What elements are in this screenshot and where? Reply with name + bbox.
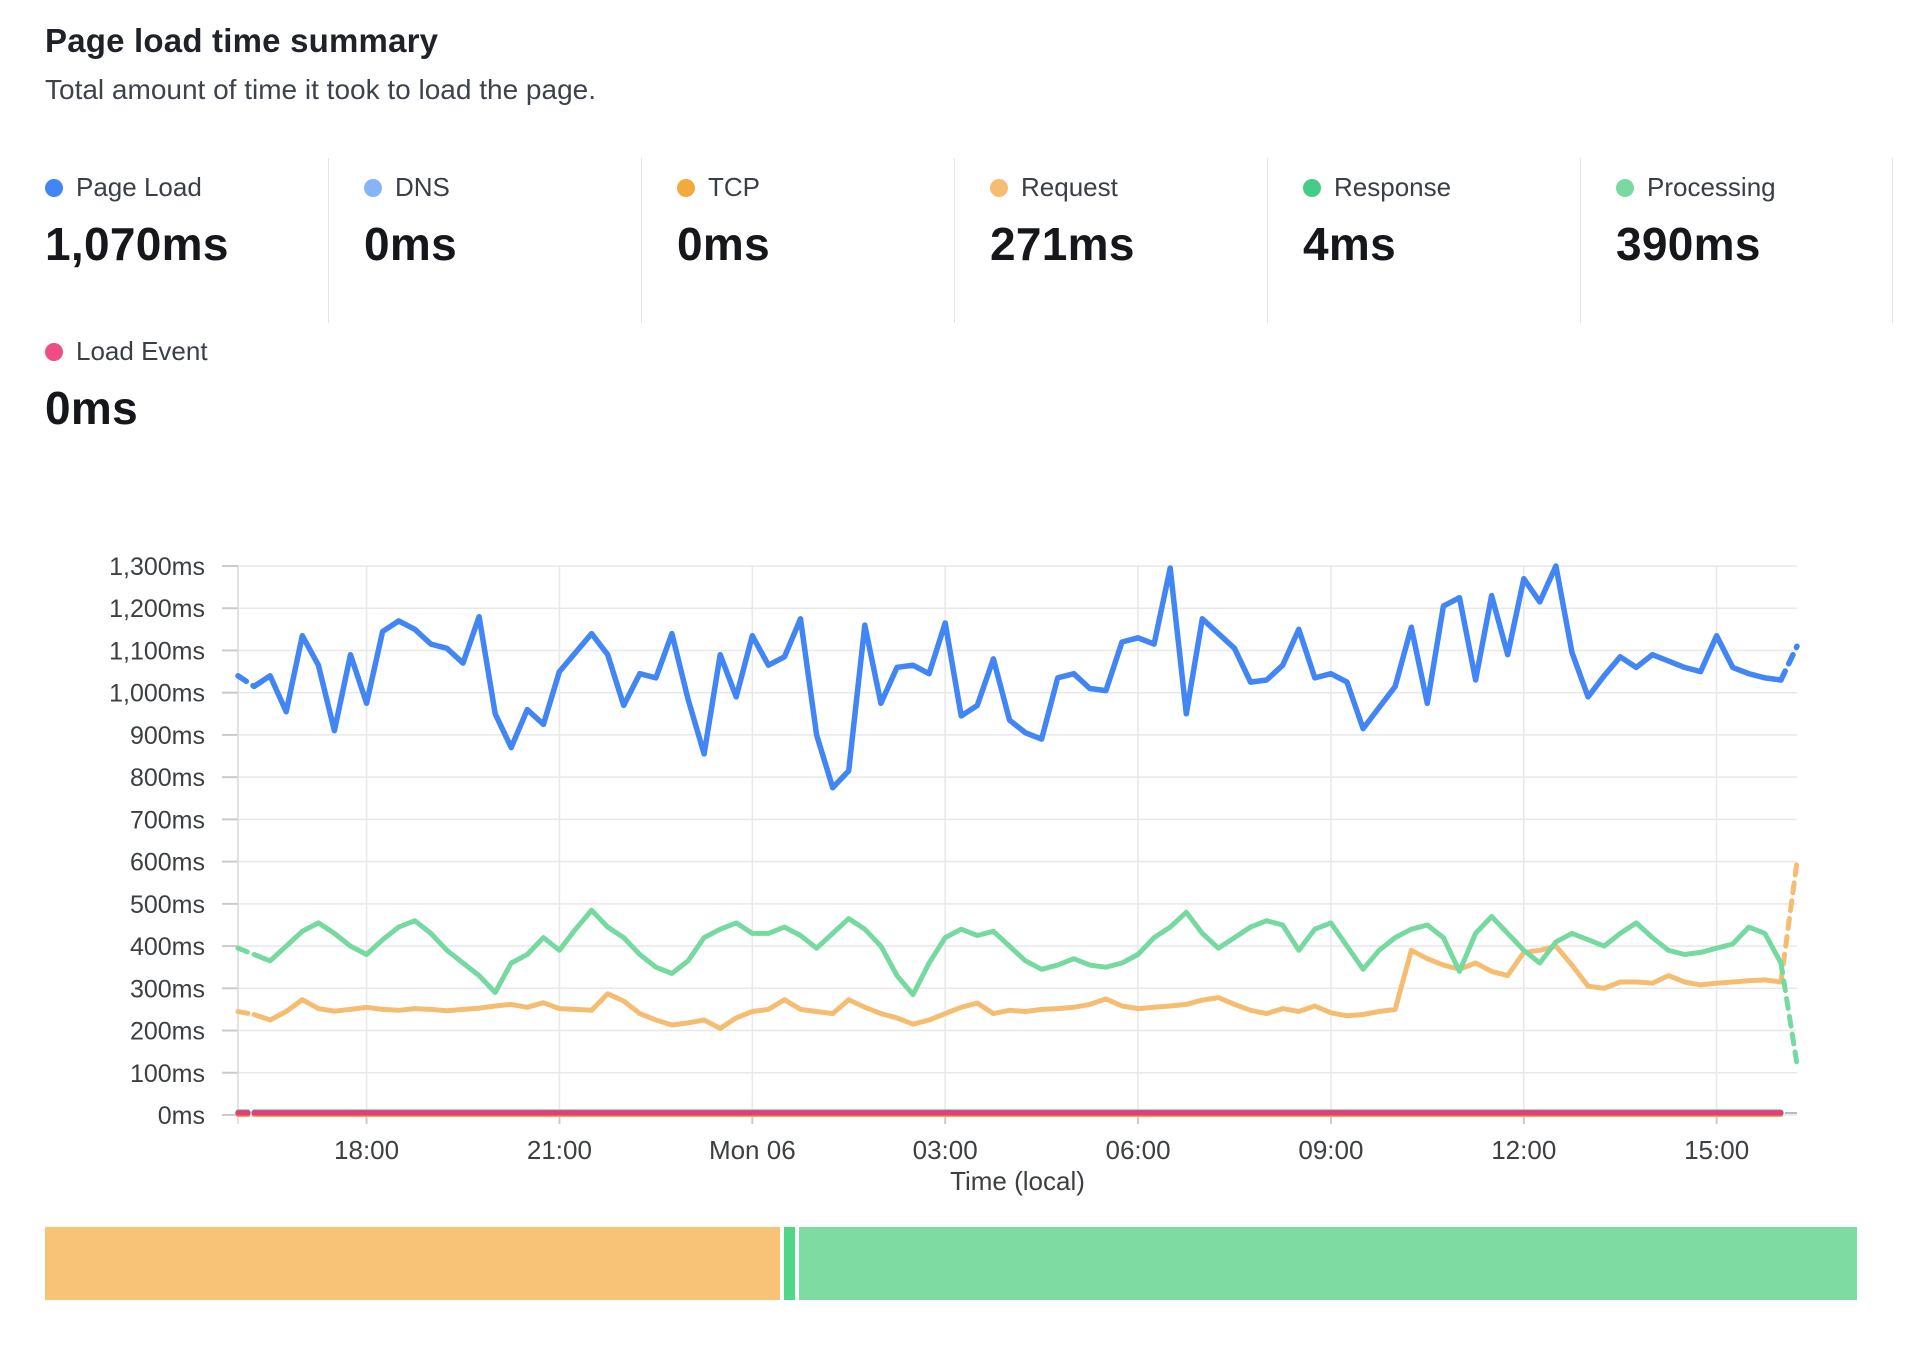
stat-label: DNS bbox=[395, 172, 450, 202]
stat-value: 0ms bbox=[45, 382, 138, 434]
y-tick-label: 1,200ms bbox=[109, 595, 205, 623]
stat-page-load[interactable]: Page Load 1,070ms bbox=[45, 158, 328, 323]
stat-value: 0ms bbox=[364, 218, 457, 270]
x-tick-label: 15:00 bbox=[1684, 1135, 1749, 1165]
y-tick-label: 600ms bbox=[130, 849, 205, 877]
y-tick-label: 0ms bbox=[158, 1102, 205, 1130]
series-request-line-dashed-start bbox=[235, 1009, 257, 1017]
series-page-load-line-dashed-end bbox=[1778, 643, 1800, 683]
x-tick-label: 06:00 bbox=[1106, 1135, 1171, 1165]
x-tick-label: 09:00 bbox=[1298, 1135, 1363, 1165]
y-tick-label: 800ms bbox=[130, 764, 205, 792]
stat-label: Load Event bbox=[76, 336, 208, 366]
x-tick-label: 12:00 bbox=[1491, 1135, 1556, 1165]
stat-value: 0ms bbox=[677, 218, 770, 270]
stat-label: Processing bbox=[1647, 172, 1776, 202]
bar-request-segment bbox=[45, 1227, 781, 1300]
stat-label: Page Load bbox=[76, 172, 202, 202]
y-tick-label: 1,000ms bbox=[109, 680, 205, 708]
dns-dot bbox=[364, 178, 382, 197]
y-tick-label: 500ms bbox=[130, 891, 205, 919]
y-tick-label: 1,300ms bbox=[109, 553, 205, 581]
x-tick-label: 03:00 bbox=[913, 1135, 978, 1165]
page-title: Page load time summary bbox=[45, 22, 439, 59]
y-tick-label: 300ms bbox=[130, 975, 205, 1003]
series-page-load-line bbox=[251, 563, 1784, 791]
load-event-dot bbox=[45, 342, 63, 361]
y-tick-label: 1,100ms bbox=[109, 637, 205, 665]
stat-value: 271ms bbox=[990, 218, 1135, 270]
stat-response[interactable]: Response 4ms bbox=[1267, 158, 1580, 323]
y-tick-label: 200ms bbox=[130, 1018, 205, 1046]
stat-load-event[interactable]: Load Event 0ms bbox=[45, 322, 208, 435]
page-subtitle: Total amount of time it took to load the… bbox=[45, 74, 597, 105]
bar-processing-segment bbox=[799, 1227, 1857, 1300]
series-processing-line bbox=[251, 907, 1784, 998]
tcp-dot bbox=[677, 178, 695, 197]
bar-response-segment bbox=[784, 1227, 795, 1300]
stat-request[interactable]: Request 271ms bbox=[954, 158, 1267, 323]
stat-label: Response bbox=[1334, 172, 1452, 202]
series-request-line bbox=[251, 943, 1784, 1031]
x-axis-title: Time (local) bbox=[950, 1166, 1085, 1196]
y-tick-label: 900ms bbox=[130, 722, 205, 750]
series-request-line-dashed-end bbox=[1778, 859, 1800, 985]
stat-value: 390ms bbox=[1616, 218, 1761, 270]
x-tick-label: 18:00 bbox=[334, 1135, 399, 1165]
series-processing-line-dashed-end bbox=[1778, 960, 1800, 1067]
page-load-dot bbox=[45, 178, 63, 197]
stat-label: TCP bbox=[708, 172, 760, 202]
load-phase-breakdown-bar bbox=[45, 1227, 1857, 1300]
stat-label: Request bbox=[1021, 172, 1118, 202]
y-tick-label: 700ms bbox=[130, 806, 205, 834]
series-processing-line-dashed-start bbox=[235, 945, 257, 958]
x-tick-label: 21:00 bbox=[527, 1135, 592, 1165]
load-time-chart[interactable]: 0ms 100ms 200ms 300ms 400ms 500ms 600ms 700ms 80… bbox=[0, 420, 1910, 1220]
x-tick-label: Mon 06 bbox=[709, 1135, 796, 1165]
stat-value: 4ms bbox=[1303, 218, 1396, 270]
stat-dns[interactable]: DNS 0ms bbox=[328, 158, 641, 323]
y-tick-label: 100ms bbox=[130, 1060, 205, 1088]
processing-dot bbox=[1616, 178, 1634, 197]
stat-value: 1,070ms bbox=[45, 218, 229, 270]
y-tick-label: 400ms bbox=[130, 933, 205, 961]
stat-tcp[interactable]: TCP 0ms bbox=[641, 158, 954, 323]
stat-processing[interactable]: Processing 390ms bbox=[1580, 158, 1893, 323]
series-page-load-line-dashed-start bbox=[235, 673, 257, 690]
response-dot bbox=[1303, 178, 1321, 197]
request-dot bbox=[990, 178, 1008, 197]
